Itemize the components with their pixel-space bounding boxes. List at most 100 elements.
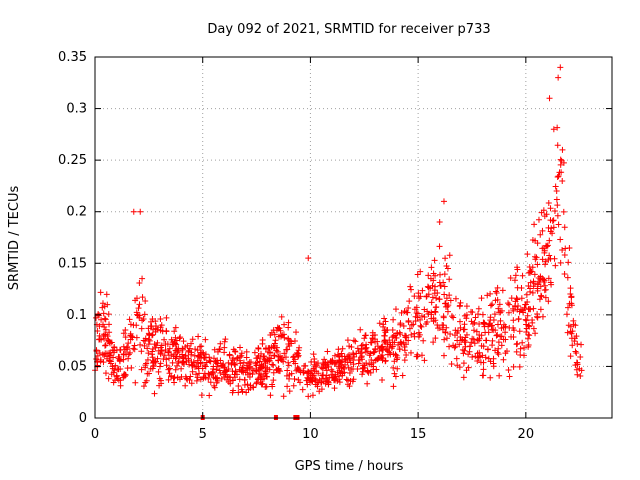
data-point [318, 386, 325, 393]
data-point [523, 317, 530, 324]
data-point [169, 341, 176, 348]
data-point [487, 374, 494, 381]
data-point [346, 370, 353, 377]
data-point [304, 374, 311, 381]
y-axis-title: SRMTID / TECUs [7, 186, 22, 291]
data-point [463, 367, 470, 374]
data-point [522, 316, 529, 323]
data-point [525, 331, 532, 338]
data-point [560, 208, 567, 215]
data-point [109, 363, 116, 370]
data-point [266, 357, 273, 364]
data-point [116, 353, 123, 360]
data-point [456, 303, 463, 310]
data-point [198, 343, 205, 350]
data-point [399, 372, 406, 379]
data-point [259, 337, 266, 344]
data-point [221, 338, 228, 345]
data-point [439, 326, 446, 333]
data-point [169, 359, 176, 366]
data-point [441, 336, 448, 343]
data-point [407, 283, 414, 290]
data-point [494, 296, 501, 303]
data-point [253, 355, 260, 362]
data-point [354, 366, 361, 373]
data-point [195, 333, 202, 340]
data-point [220, 361, 227, 368]
data-point [366, 352, 373, 359]
data-point [396, 346, 403, 353]
data-point [239, 388, 246, 395]
data-point [431, 257, 438, 264]
data-point [532, 330, 539, 337]
data-point [359, 371, 366, 378]
data-point [290, 382, 297, 389]
data-point [256, 358, 263, 365]
data-point [163, 314, 170, 321]
data-point [442, 300, 449, 307]
data-point [272, 337, 279, 344]
data-point [261, 356, 268, 363]
data-point [270, 369, 277, 376]
data-point [432, 309, 439, 316]
data-point [577, 353, 584, 360]
data-point [525, 269, 532, 276]
data-point [110, 379, 117, 386]
data-point [411, 306, 418, 313]
data-point [126, 316, 133, 323]
data-point [480, 366, 487, 373]
data-point [450, 342, 457, 349]
data-point [487, 302, 494, 309]
data-point [269, 361, 276, 368]
data-point [125, 340, 132, 347]
data-point [513, 341, 520, 348]
data-point [102, 370, 109, 377]
y-tick-label: 0 [79, 411, 87, 426]
data-point [528, 268, 535, 275]
data-point [202, 363, 209, 370]
data-point [519, 339, 526, 346]
data-point [523, 291, 530, 298]
data-point [243, 354, 250, 361]
data-point [412, 313, 419, 320]
data-point [271, 340, 278, 347]
data-point [489, 301, 496, 308]
data-point [572, 348, 579, 355]
data-point [501, 321, 508, 328]
data-point [275, 353, 282, 360]
data-point [140, 315, 147, 322]
data-point [130, 208, 137, 215]
data-point [328, 366, 335, 373]
data-point [545, 298, 552, 305]
data-point [290, 353, 297, 360]
data-point [265, 345, 272, 352]
data-point [106, 329, 113, 336]
data-point [574, 371, 581, 378]
y-tick-label: 0.35 [58, 50, 87, 65]
data-point [469, 321, 476, 328]
data-point [239, 364, 246, 371]
data-point [182, 353, 189, 360]
data-point [442, 255, 449, 262]
data-point [207, 379, 214, 386]
data-point [454, 337, 461, 344]
data-point [430, 339, 437, 346]
data-point [430, 318, 437, 325]
data-point [514, 340, 521, 347]
y-tick-label: 0.25 [58, 153, 87, 168]
data-point [99, 304, 106, 311]
data-point [554, 202, 561, 209]
data-point [558, 169, 565, 176]
data-point [133, 322, 140, 329]
data-point [295, 352, 302, 359]
x-tick-label: 5 [199, 427, 207, 442]
data-point [284, 383, 291, 390]
data-point [491, 311, 498, 318]
data-point [166, 345, 173, 352]
data-point [196, 343, 203, 350]
data-point [139, 275, 146, 282]
data-point [117, 382, 124, 389]
data-point [108, 371, 115, 378]
data-point [173, 362, 180, 369]
data-point [392, 332, 399, 339]
